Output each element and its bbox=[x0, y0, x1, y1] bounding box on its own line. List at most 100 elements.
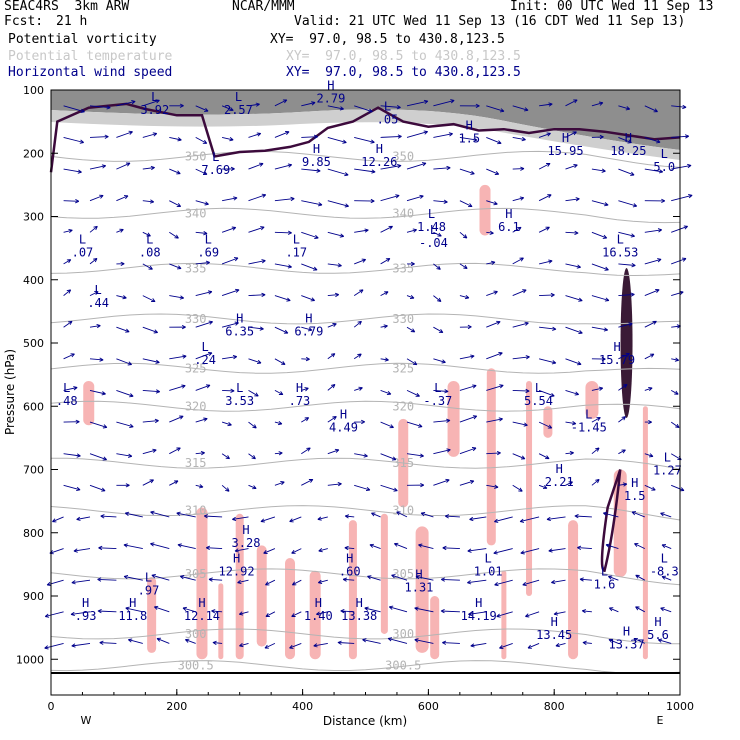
wind-vector bbox=[486, 200, 498, 206]
wind-vector bbox=[548, 548, 566, 553]
extremum-type-label: L bbox=[601, 564, 608, 578]
wind-vector bbox=[353, 320, 362, 328]
wind-vector bbox=[520, 548, 540, 555]
wind-vector bbox=[195, 105, 209, 112]
forecast-value: 21 h bbox=[56, 14, 88, 29]
wind-vector bbox=[380, 357, 389, 362]
wind-vector bbox=[73, 548, 91, 553]
wind-vector bbox=[644, 419, 652, 425]
wind-vector bbox=[195, 320, 214, 328]
extremum-value-label: -.37 bbox=[423, 394, 452, 408]
extremum-value-label: 2.79 bbox=[316, 92, 345, 106]
extremum-value-label: 16.53 bbox=[602, 245, 638, 259]
wind-vector bbox=[89, 291, 99, 297]
wind-vector bbox=[301, 134, 319, 139]
wind-vector bbox=[169, 354, 187, 360]
wind-vector bbox=[265, 579, 276, 586]
wind-vector bbox=[486, 105, 505, 113]
wind-vector bbox=[565, 450, 574, 456]
wind-vector bbox=[661, 575, 672, 581]
wind-vector bbox=[116, 326, 130, 333]
theta-contour bbox=[50, 660, 681, 674]
wind-vector bbox=[63, 199, 80, 204]
pv-contour-layer bbox=[49, 102, 681, 572]
theta-contour bbox=[50, 568, 681, 586]
wind-vector bbox=[493, 548, 513, 555]
wind-vector bbox=[512, 136, 526, 142]
extremum-type-label: H bbox=[313, 142, 320, 156]
wind-vector bbox=[406, 389, 420, 397]
wind-vector bbox=[274, 358, 286, 365]
x-axis-label: Distance (km) bbox=[323, 714, 407, 728]
wind-vector bbox=[440, 608, 460, 614]
wind-vector bbox=[433, 263, 441, 270]
wind-vector bbox=[98, 545, 117, 551]
pv-shading-cell bbox=[543, 406, 553, 438]
extremum-type-label: H bbox=[625, 131, 632, 145]
extremum-type-label: H bbox=[631, 476, 638, 490]
wind-vector bbox=[415, 575, 434, 581]
wind-vector bbox=[248, 132, 262, 138]
wind-vector bbox=[486, 136, 502, 145]
y-tick-label: 1000 bbox=[16, 653, 44, 666]
theta-contour-label: 320 bbox=[185, 399, 207, 413]
wind-vector bbox=[591, 263, 609, 271]
extremum-value-label: .60 bbox=[339, 565, 361, 579]
wind-vector bbox=[433, 478, 450, 486]
wind-vector bbox=[317, 516, 328, 521]
wind-vector bbox=[459, 231, 468, 239]
wind-vector bbox=[433, 199, 448, 204]
wind-vector bbox=[671, 194, 693, 202]
theta-contour-label: 310 bbox=[185, 504, 207, 518]
wind-vector bbox=[354, 136, 375, 144]
wind-vector bbox=[221, 288, 240, 297]
wind-vector bbox=[327, 105, 344, 111]
wind-vector bbox=[414, 638, 434, 644]
wind-vector bbox=[354, 198, 375, 204]
wind-vector bbox=[142, 358, 160, 364]
wind-vector bbox=[116, 389, 134, 398]
extremum-type-label: H bbox=[654, 615, 661, 629]
theta-contour-label: 300.5 bbox=[178, 659, 214, 673]
pv-shading-cell bbox=[479, 184, 491, 236]
wind-vector bbox=[248, 326, 264, 331]
wind-vector bbox=[301, 101, 316, 107]
wind-vector bbox=[512, 289, 527, 297]
field-xy-pv: XY= 97.0, 98.5 to 430.8,123.5 bbox=[270, 32, 505, 47]
wind-vector bbox=[222, 388, 235, 393]
axes-layer: 0 200 400 600 800 1000 100 200 300 400 500 600 700 80… bbox=[16, 84, 694, 713]
wind-vector bbox=[565, 197, 580, 202]
field-name-pv: Potential vorticity bbox=[8, 32, 157, 47]
wind-vector bbox=[327, 136, 347, 144]
extremum-value-label: 15.79 bbox=[599, 353, 635, 367]
wind-vector bbox=[574, 513, 592, 519]
wind-vector bbox=[538, 259, 553, 265]
wind-vector bbox=[579, 577, 592, 582]
wind-vector bbox=[670, 390, 679, 395]
extremum-value-label: 3.53 bbox=[225, 394, 254, 408]
wind-vector bbox=[327, 353, 336, 360]
wind-vector bbox=[248, 193, 267, 202]
wind-vector bbox=[671, 484, 685, 492]
y-tick-label: 100 bbox=[23, 84, 44, 97]
wind-vector bbox=[660, 512, 672, 518]
wind-vector bbox=[208, 577, 223, 582]
wind-vector bbox=[440, 577, 460, 582]
wind-vector bbox=[71, 642, 91, 648]
wind-vector bbox=[468, 611, 487, 617]
extremum-type-label: L bbox=[661, 552, 668, 566]
wind-vector bbox=[380, 389, 392, 396]
wind-vector bbox=[289, 516, 302, 523]
wind-vector bbox=[248, 453, 256, 460]
wind-vector bbox=[618, 292, 635, 297]
wind-vector bbox=[551, 579, 566, 585]
wind-vector bbox=[538, 389, 555, 397]
wind-vector bbox=[670, 421, 680, 429]
extremum-type-label: H bbox=[198, 596, 205, 610]
wind-vector bbox=[618, 168, 635, 176]
extremum-value-label: 1.5 bbox=[458, 131, 480, 145]
extremum-value-label: 1.48 bbox=[417, 220, 446, 234]
wind-vector bbox=[274, 295, 291, 302]
theta-contour-label: 335 bbox=[392, 261, 414, 275]
wind-vector bbox=[657, 638, 672, 644]
